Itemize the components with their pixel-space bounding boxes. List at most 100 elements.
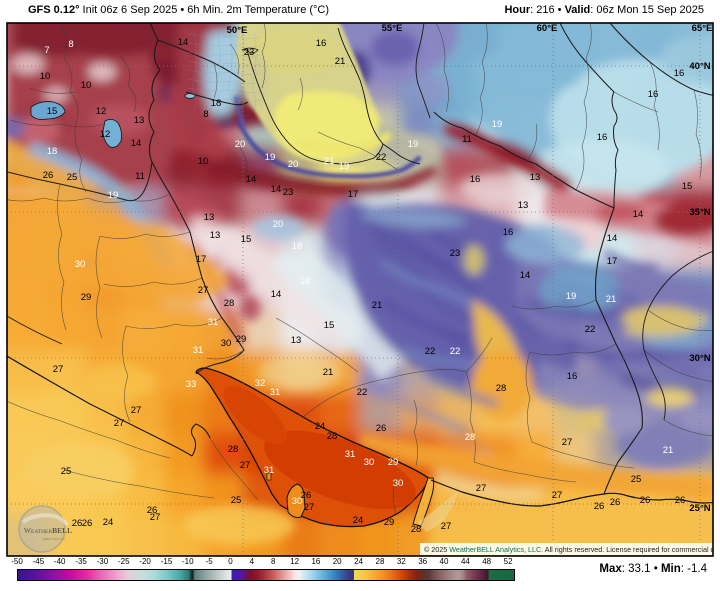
svg-text:30°N: 30°N: [689, 353, 710, 364]
svg-text:23: 23: [450, 248, 461, 259]
svg-text:28: 28: [327, 431, 338, 442]
svg-text:31: 31: [345, 449, 356, 460]
svg-text:24: 24: [315, 421, 326, 432]
svg-text:20: 20: [273, 219, 284, 230]
svg-text:16: 16: [648, 89, 659, 100]
svg-text:29: 29: [388, 457, 399, 468]
svg-text:30: 30: [292, 496, 303, 507]
svg-text:14: 14: [131, 138, 142, 149]
svg-text:11: 11: [135, 171, 145, 182]
svg-text:22: 22: [357, 387, 368, 398]
svg-text:23: 23: [283, 187, 294, 198]
svg-text:26: 26: [301, 490, 312, 501]
svg-text:26: 26: [82, 518, 93, 529]
svg-text:19: 19: [492, 119, 503, 130]
svg-text:15: 15: [682, 181, 693, 192]
svg-text:17: 17: [196, 254, 207, 265]
svg-text:28: 28: [496, 383, 507, 394]
svg-text:18: 18: [292, 241, 303, 252]
svg-text:27: 27: [114, 418, 125, 429]
svg-text:ANALYTICS LLC: ANALYTICS LLC: [43, 537, 67, 541]
svg-text:7: 7: [44, 45, 49, 56]
svg-text:16: 16: [597, 132, 608, 143]
svg-text:25°N: 25°N: [689, 503, 710, 514]
svg-text:26: 26: [640, 495, 651, 506]
svg-text:13: 13: [210, 230, 221, 241]
svg-text:17: 17: [607, 256, 618, 267]
svg-text:27: 27: [150, 512, 161, 523]
svg-text:30: 30: [364, 457, 375, 468]
svg-text:15: 15: [241, 234, 252, 245]
svg-text:14: 14: [633, 209, 644, 220]
svg-text:19: 19: [265, 152, 276, 163]
svg-text:21: 21: [324, 156, 335, 167]
svg-text:18: 18: [47, 146, 58, 157]
svg-text:27: 27: [562, 437, 573, 448]
svg-text:31: 31: [270, 387, 281, 398]
svg-text:20: 20: [288, 159, 299, 170]
svg-text:13: 13: [134, 115, 145, 126]
svg-text:19: 19: [339, 161, 350, 172]
svg-text:28: 28: [465, 432, 476, 443]
svg-text:30: 30: [75, 259, 86, 270]
svg-text:22: 22: [450, 346, 461, 357]
svg-text:27: 27: [552, 490, 563, 501]
svg-text:30: 30: [393, 478, 404, 489]
svg-text:16: 16: [503, 227, 514, 238]
svg-text:15: 15: [324, 320, 335, 331]
svg-text:14: 14: [271, 184, 282, 195]
svg-text:25: 25: [231, 495, 242, 506]
svg-text:20: 20: [235, 139, 246, 150]
svg-text:24: 24: [353, 515, 364, 526]
svg-text:17: 17: [348, 189, 359, 200]
svg-text:26: 26: [610, 497, 621, 508]
svg-text:27: 27: [476, 483, 487, 494]
svg-text:14: 14: [178, 37, 189, 48]
svg-text:26: 26: [43, 170, 54, 181]
svg-text:33: 33: [186, 379, 197, 390]
svg-text:23: 23: [244, 47, 255, 58]
svg-text:21: 21: [606, 294, 617, 305]
svg-text:14: 14: [271, 289, 282, 300]
svg-text:10: 10: [198, 156, 209, 167]
svg-text:27: 27: [131, 405, 142, 416]
svg-text:8: 8: [68, 39, 73, 50]
svg-text:22: 22: [376, 152, 387, 163]
svg-text:10: 10: [40, 71, 51, 82]
svg-text:24: 24: [103, 517, 114, 528]
svg-text:28: 28: [411, 524, 422, 535]
svg-text:29: 29: [236, 334, 247, 345]
svg-text:25: 25: [631, 474, 642, 485]
svg-text:22: 22: [585, 324, 596, 335]
svg-text:16: 16: [674, 68, 685, 79]
svg-text:WEATHERBELL: WEATHERBELL: [24, 526, 72, 535]
svg-text:14: 14: [520, 270, 531, 281]
svg-text:25: 25: [61, 466, 72, 477]
svg-text:12: 12: [96, 106, 107, 117]
svg-text:14: 14: [607, 233, 618, 244]
svg-text:8: 8: [203, 109, 208, 120]
svg-text:16: 16: [567, 371, 578, 382]
svg-text:21: 21: [663, 445, 674, 456]
svg-text:11: 11: [462, 134, 472, 145]
svg-text:26: 26: [594, 501, 605, 512]
svg-text:27: 27: [441, 521, 452, 532]
svg-text:13: 13: [518, 200, 529, 211]
svg-text:55°E: 55°E: [382, 23, 403, 34]
svg-text:27: 27: [198, 285, 209, 296]
svg-text:35°N: 35°N: [689, 207, 710, 218]
svg-text:26: 26: [675, 495, 686, 506]
svg-text:28: 28: [228, 444, 239, 455]
svg-text:26: 26: [72, 518, 83, 529]
svg-text:16: 16: [316, 38, 327, 49]
svg-text:© 2025 WeatherBELL Analytics,: © 2025 WeatherBELL Analytics, LLC. All r…: [424, 545, 720, 554]
svg-text:21: 21: [323, 367, 334, 378]
svg-text:27: 27: [240, 460, 251, 471]
svg-text:27: 27: [53, 364, 64, 375]
svg-text:29: 29: [81, 292, 92, 303]
svg-text:26: 26: [376, 423, 387, 434]
svg-text:15: 15: [47, 106, 58, 117]
svg-text:10: 10: [81, 80, 92, 91]
svg-text:12: 12: [100, 129, 111, 140]
svg-text:29: 29: [384, 517, 395, 528]
